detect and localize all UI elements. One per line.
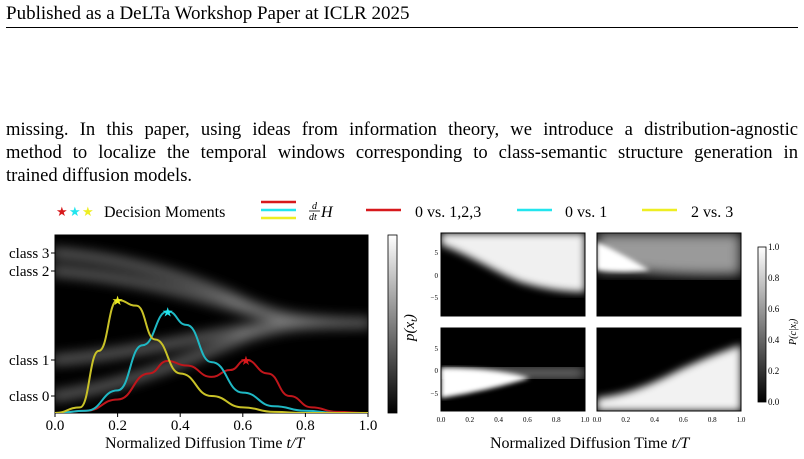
- series-line-0: [55, 358, 368, 413]
- decision-star-0: ★: [240, 353, 252, 368]
- paragraph-line: method to localize the temporal windows …: [6, 142, 798, 163]
- legend-series-label-1: 0 vs. 1: [565, 204, 607, 221]
- class-label-0: class 0: [9, 389, 49, 405]
- page-header: Published as a DeLTa Workshop Paper at I…: [6, 3, 410, 24]
- right-xtick-label: 0.0: [437, 416, 446, 424]
- right-xtick-label: 0.4: [650, 416, 659, 424]
- legend: ★ ★ ★ Decision Moments d dt H 0 vs. 1,2,…: [56, 200, 733, 223]
- right-xtick-label: 0.8: [552, 416, 561, 424]
- right-xtick-label: 0.4: [494, 416, 503, 424]
- right-xtick-label: 1.0: [581, 416, 590, 424]
- body-paragraph: missing. In this paper, using ideas from…: [6, 118, 798, 187]
- left-xtick-label: 0.4: [171, 418, 190, 434]
- prob-panel-a: [440, 232, 586, 317]
- legend-star-red: ★: [56, 204, 68, 219]
- right-xtick-label: 1.0: [737, 416, 746, 424]
- right-x-ticks: 0.0 0.2 0.4 0.6 0.8 1.0 0.0 0.2 0.4 0.6 0.8 1.0: [437, 416, 746, 424]
- cbar-tick-08: 0.8: [768, 273, 780, 283]
- ytick-c-5: 5: [435, 345, 439, 353]
- legend-series-label-2: 2 vs. 3: [691, 204, 733, 221]
- left-xtick-label: 0.8: [296, 418, 315, 434]
- prob-panel-c: [440, 327, 586, 412]
- series-line-1: [55, 310, 368, 413]
- legend-star-yellow: ★: [82, 204, 94, 219]
- prob-colorbar: [757, 246, 767, 403]
- header-rule: [6, 27, 798, 28]
- density-heatmap: [54, 234, 369, 414]
- cbar-tick-06: 0.6: [768, 304, 780, 314]
- decision-stars: ★ ★ ★: [112, 293, 252, 368]
- cbar-tick-02: 0.2: [768, 366, 779, 376]
- cbar-tick-00: 0.0: [768, 397, 780, 407]
- class-label-2: class 2: [9, 264, 49, 280]
- right-xtick-label: 0.2: [621, 416, 630, 424]
- right-xtick-label: 0.8: [708, 416, 717, 424]
- ytick-c-m5: −5: [431, 390, 439, 398]
- prob-colorbar-ticks: 1.0 0.8 0.6 0.4 0.2 0.0: [768, 242, 780, 407]
- right-xtick-label: 0.0: [593, 416, 602, 424]
- ytick-a-5: 5: [435, 249, 439, 257]
- prob-panel-d: [596, 327, 742, 412]
- left-xlabel: Normalized Diffusion Time t/T: [105, 435, 305, 452]
- left-xtick-label: 0.6: [233, 418, 252, 434]
- density-colorbar-label: p(xt): [402, 314, 420, 342]
- class-label-1: class 1: [9, 353, 49, 369]
- right-xtick-label: 0.6: [523, 416, 532, 424]
- legend-entropy-den: dt: [309, 212, 317, 223]
- entropy-curves: [55, 298, 368, 413]
- paragraph-line: trained diffusion models.: [6, 165, 193, 186]
- left-xtick-label: 0.2: [108, 418, 127, 434]
- paragraph-line: missing. In this paper, using ideas from…: [6, 119, 798, 140]
- cbar-tick-10: 1.0: [768, 242, 780, 252]
- legend-entropy-label: H: [320, 204, 334, 221]
- ytick-a-m5: −5: [431, 294, 439, 302]
- prob-colorbar-label: P(c|xt): [788, 318, 800, 346]
- decision-star-1: ★: [162, 304, 174, 319]
- class-tick-marks: [51, 252, 55, 397]
- right-y-ticks: 5 0 −5 5 0 −5: [431, 249, 439, 398]
- cbar-tick-04: 0.4: [768, 335, 780, 345]
- ytick-c-0: 0: [435, 367, 439, 375]
- class-label-3: class 3: [9, 246, 49, 262]
- density-colorbar: [387, 234, 398, 414]
- left-x-ticks: 0.0 0.2 0.4 0.6 0.8 1.0: [46, 413, 378, 434]
- right-xtick-label: 0.2: [465, 416, 474, 424]
- class-labels: class 3 class 2 class 1 class 0: [9, 246, 49, 405]
- series-line-2: [55, 298, 368, 413]
- prob-panel-b: [596, 232, 742, 317]
- legend-decision-label: Decision Moments: [104, 204, 225, 221]
- right-xlabel: Normalized Diffusion Time t/T: [490, 435, 690, 452]
- legend-entropy-num: d: [312, 201, 318, 212]
- left-xtick-label: 1.0: [359, 418, 378, 434]
- right-xtick-label: 0.6: [679, 416, 688, 424]
- legend-series-label-0: 0 vs. 1,2,3: [415, 204, 481, 221]
- ytick-a-0: 0: [435, 272, 439, 280]
- legend-star-cyan: ★: [69, 204, 81, 219]
- left-xtick-label: 0.0: [46, 418, 65, 434]
- decision-star-2: ★: [112, 293, 124, 308]
